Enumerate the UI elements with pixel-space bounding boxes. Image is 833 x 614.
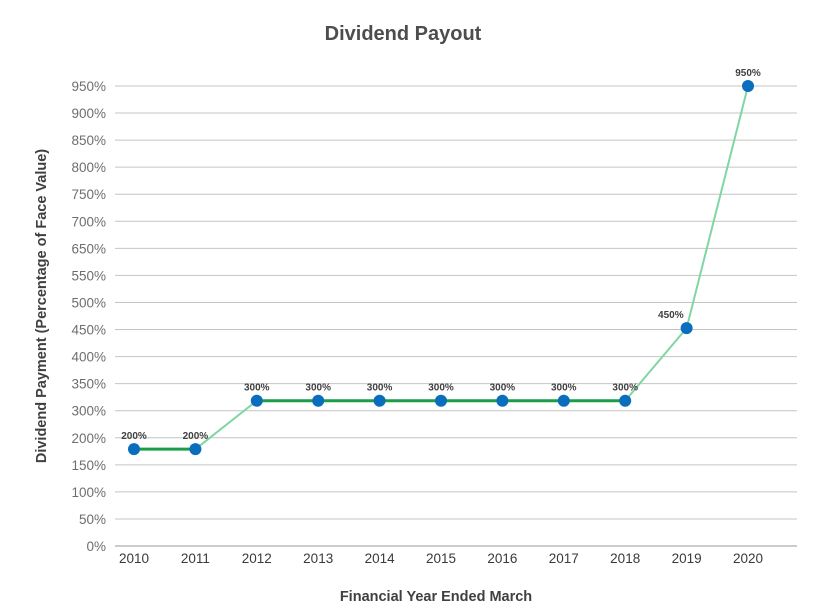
chart-title: Dividend Payout bbox=[325, 23, 482, 45]
data-point bbox=[557, 394, 570, 407]
data-point bbox=[189, 443, 202, 456]
series-line bbox=[132, 85, 749, 451]
data-label: 300% bbox=[244, 383, 270, 394]
x-tick-label: 2019 bbox=[672, 551, 702, 566]
y-axis-title: Dividend Payment (Percentage of Face Val… bbox=[34, 149, 50, 463]
x-tick-label: 2018 bbox=[610, 551, 640, 566]
x-tick-label: 2017 bbox=[549, 551, 579, 566]
data-label: 200% bbox=[121, 431, 147, 442]
data-point bbox=[128, 443, 140, 456]
y-tick-label: 200% bbox=[71, 431, 106, 446]
y-tick-label: 350% bbox=[71, 377, 106, 392]
data-point bbox=[373, 394, 386, 407]
x-tick-label: 2012 bbox=[242, 551, 272, 566]
y-axis-ticks: 0% 50% 100% 150% 200% 300% 350% 400% 450% 500% 550… bbox=[71, 79, 106, 554]
x-tick-label: 2011 bbox=[181, 551, 210, 566]
data-label: 300% bbox=[612, 383, 638, 394]
data-point bbox=[435, 394, 447, 407]
line-segment bbox=[624, 327, 688, 402]
x-axis-ticks: 2010 2011 2012 2013 2014 2015 2016 2017 2018 2019… bbox=[119, 551, 763, 566]
data-label: 300% bbox=[490, 383, 516, 394]
y-tick-label: 150% bbox=[71, 458, 106, 473]
y-tick-label: 850% bbox=[71, 133, 106, 148]
data-label: 300% bbox=[305, 383, 331, 394]
y-tick-label: 950% bbox=[71, 79, 106, 94]
x-axis-title: Financial Year Ended March bbox=[340, 589, 532, 605]
y-tick-label: 400% bbox=[71, 350, 106, 365]
y-tick-label: 700% bbox=[71, 214, 106, 229]
data-label: 300% bbox=[367, 383, 393, 394]
data-label: 950% bbox=[735, 68, 761, 79]
y-tick-label: 100% bbox=[71, 485, 106, 500]
x-tick-label: 2013 bbox=[303, 551, 333, 566]
y-tick-label: 750% bbox=[71, 187, 106, 202]
data-label: 450% bbox=[658, 310, 684, 321]
x-tick-label: 2014 bbox=[365, 551, 396, 566]
data-point bbox=[680, 322, 693, 335]
x-tick-label: 2010 bbox=[119, 551, 149, 566]
y-tick-label: 450% bbox=[71, 323, 106, 338]
data-label: 300% bbox=[428, 383, 454, 394]
data-label: 300% bbox=[551, 383, 577, 394]
data-point bbox=[619, 394, 632, 407]
y-tick-label: 900% bbox=[71, 106, 106, 121]
line-segment bbox=[685, 85, 749, 330]
data-label: 200% bbox=[183, 431, 209, 442]
y-tick-label: 50% bbox=[79, 512, 106, 527]
line-segment bbox=[194, 399, 258, 451]
data-point bbox=[250, 394, 263, 407]
data-point bbox=[742, 80, 754, 92]
y-tick-label: 550% bbox=[71, 268, 106, 283]
data-point bbox=[312, 394, 325, 407]
gridlines bbox=[115, 85, 797, 547]
data-point bbox=[496, 394, 509, 407]
x-tick-label: 2015 bbox=[426, 551, 456, 566]
x-tick-label: 2016 bbox=[487, 551, 517, 566]
y-tick-label: 300% bbox=[71, 404, 106, 419]
y-tick-label: 500% bbox=[71, 295, 106, 310]
series-points bbox=[128, 80, 754, 456]
x-tick-label: 2020 bbox=[733, 551, 763, 566]
y-tick-label: 0% bbox=[86, 539, 106, 554]
data-labels: 200% 200% 300% 300% 300% 300% 300% 300% 300% 450%… bbox=[121, 68, 761, 442]
y-tick-label: 800% bbox=[71, 160, 106, 175]
y-tick-label: 650% bbox=[71, 241, 106, 256]
